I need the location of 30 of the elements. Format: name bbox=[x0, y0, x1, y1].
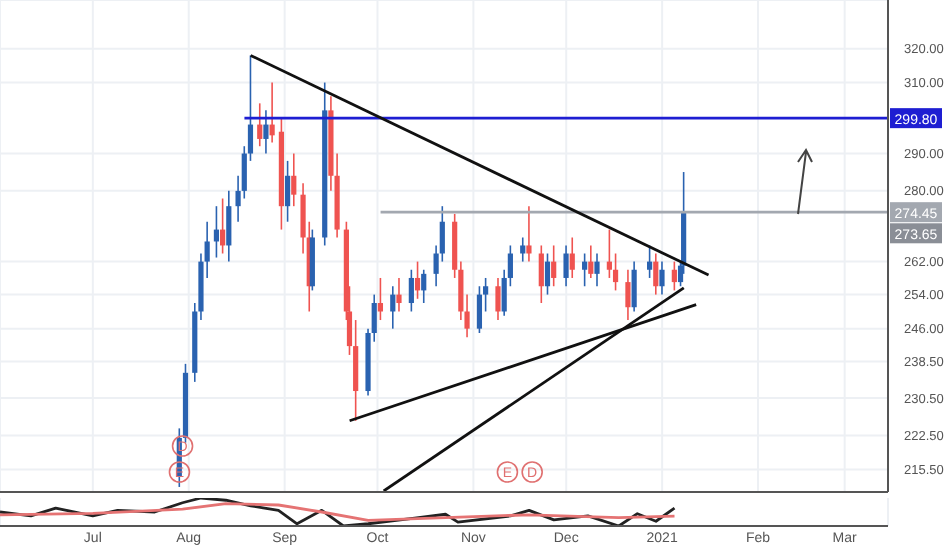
candlestick bbox=[625, 268, 631, 321]
candlestick bbox=[538, 244, 544, 304]
candlestick bbox=[520, 236, 526, 263]
candlestick bbox=[226, 190, 232, 263]
candlestick bbox=[526, 205, 532, 263]
candlestick bbox=[659, 260, 665, 296]
candlestick bbox=[476, 285, 483, 334]
candlestick bbox=[390, 285, 396, 330]
candlestick bbox=[563, 244, 569, 288]
candlestick bbox=[569, 236, 575, 279]
candlestick bbox=[414, 260, 421, 300]
candlestick bbox=[396, 277, 402, 313]
candlestick bbox=[291, 152, 297, 207]
candlestick bbox=[263, 109, 269, 155]
candlestick bbox=[594, 252, 600, 288]
candlestick bbox=[377, 277, 384, 321]
candlestick bbox=[544, 252, 551, 296]
candlestick bbox=[647, 244, 653, 279]
candlestick bbox=[631, 260, 637, 313]
candlestick bbox=[551, 244, 557, 288]
candlestick bbox=[671, 260, 677, 292]
candlestick bbox=[495, 277, 501, 321]
candlestick bbox=[653, 252, 659, 296]
candlestick bbox=[408, 268, 414, 313]
candlestick bbox=[257, 102, 263, 148]
candlestick bbox=[588, 244, 594, 279]
candlestick bbox=[284, 160, 291, 223]
candlestick bbox=[220, 197, 226, 255]
candlestick bbox=[582, 252, 588, 288]
candlestick bbox=[421, 268, 427, 304]
